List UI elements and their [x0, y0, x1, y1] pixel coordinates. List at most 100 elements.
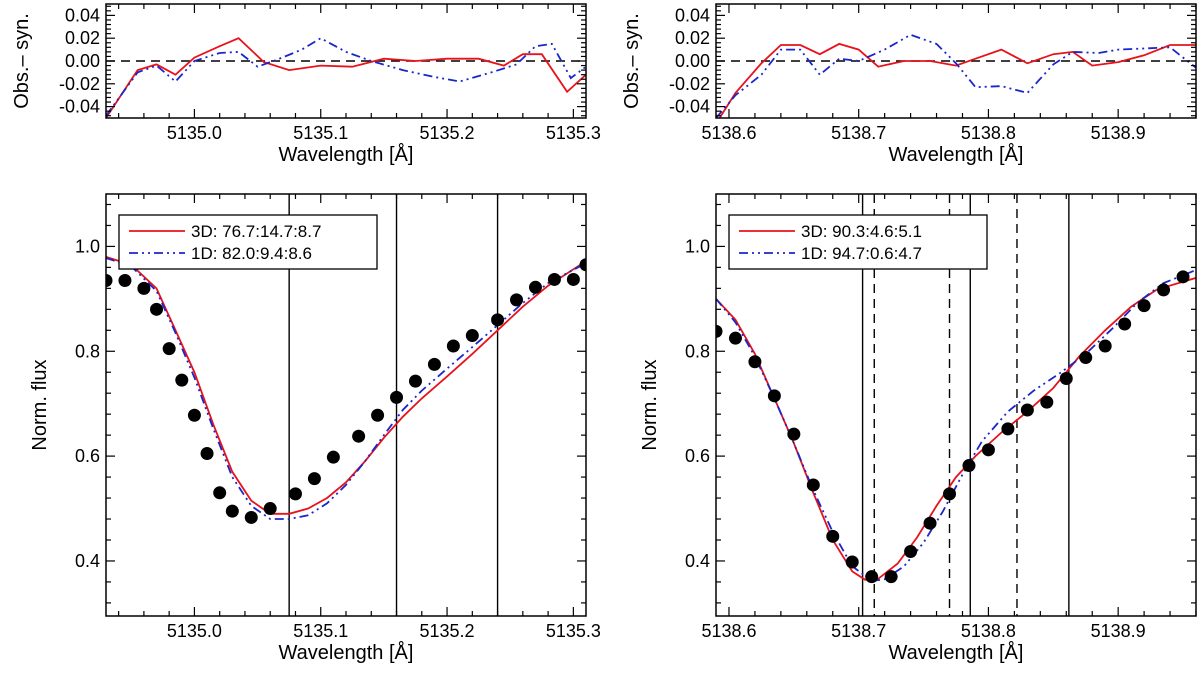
series-1d-line: [716, 269, 1196, 582]
x-tick-label: 5138.8: [961, 621, 1016, 641]
observed-point: [566, 272, 580, 286]
x-axis-label: Wavelength [Å]: [279, 641, 414, 664]
observed-point: [175, 373, 189, 387]
observed-point: [806, 478, 820, 492]
x-tick-label: 5135.0: [167, 621, 222, 641]
x-tick-label: 5135.1: [293, 123, 348, 143]
observed-point: [579, 258, 586, 272]
observed-point: [244, 510, 258, 524]
observed-point: [288, 487, 302, 501]
observed-point: [213, 486, 227, 500]
x-axis-label: Wavelength [Å]: [279, 143, 414, 166]
y-axis-label: Obs.– syn.: [11, 13, 33, 109]
observed-point: [1079, 351, 1093, 365]
observed-point: [865, 570, 879, 584]
observed-point: [137, 281, 151, 295]
observed-point: [787, 427, 801, 441]
x-tick-label: 5138.9: [1091, 621, 1146, 641]
observed-point: [510, 293, 524, 307]
observed-point: [1137, 299, 1151, 313]
legend-label-2: 1D: 82.0:9.4:8.6: [191, 244, 312, 263]
y-tick-label: 0.00: [65, 51, 100, 71]
observed-point: [547, 272, 561, 286]
y-tick-label: 0.6: [75, 446, 100, 466]
x-tick-label: 5138.8: [961, 123, 1016, 143]
y-tick-label: -0.02: [59, 74, 100, 94]
observed-point: [326, 450, 340, 464]
observed-point: [106, 273, 113, 287]
series-3d-line: [106, 37, 586, 118]
observed-point: [187, 408, 201, 422]
x-tick-label: 5135.2: [420, 123, 475, 143]
observed-point: [904, 545, 918, 559]
observed-point: [263, 502, 277, 516]
x-tick-label: 5138.6: [701, 621, 756, 641]
observed-point: [352, 429, 366, 443]
y-axis-label: Norm. flux: [29, 359, 51, 450]
y-tick-label: -0.04: [59, 97, 100, 117]
y-tick-label: 1.0: [75, 236, 100, 256]
y-tick-label: 0.4: [685, 551, 710, 571]
x-tick-label: 5135.3: [546, 621, 601, 641]
observed-point: [1098, 339, 1112, 353]
y-tick-label: 0.8: [685, 341, 710, 361]
legend-box: [728, 214, 988, 270]
observed-point: [981, 443, 995, 457]
y-tick-label: 0.8: [75, 341, 100, 361]
observed-point: [716, 324, 723, 338]
series-1d-line: [716, 33, 1196, 118]
plot-area: [716, 33, 1196, 118]
observed-point: [1001, 422, 1015, 436]
x-tick-label: 5138.6: [701, 123, 756, 143]
chart-bl: 5135.0 5135.1 5135.2 5135.3 0.4 0.6 0.8 1.0 Wave…: [29, 193, 601, 664]
observed-point: [408, 374, 422, 388]
y-tick-label: 0.04: [675, 5, 710, 25]
observed-point: [427, 357, 441, 371]
plot-area: [106, 37, 586, 118]
observed-point: [1118, 317, 1132, 331]
series-3d-line: [716, 277, 1196, 581]
x-axis-label: Wavelength [Å]: [889, 641, 1024, 664]
x-tick-label: 5138.7: [831, 123, 886, 143]
x-tick-label: 5138.9: [1091, 123, 1146, 143]
observed-point: [1157, 283, 1171, 297]
series-1d-line: [106, 37, 586, 117]
observed-point: [923, 516, 937, 530]
plot-area: [716, 194, 1196, 616]
observed-point: [1040, 395, 1054, 409]
observed-point: [528, 280, 542, 294]
observed-point: [200, 446, 214, 460]
y-tick-label: 0.04: [65, 5, 100, 25]
y-tick-label: -0.04: [669, 97, 710, 117]
x-axis-label: Wavelength [Å]: [889, 143, 1024, 166]
y-tick-label: 0.00: [675, 51, 710, 71]
observed-point: [845, 555, 859, 569]
observed-point: [748, 355, 762, 369]
observed-point: [884, 570, 898, 584]
observed-point: [390, 390, 404, 404]
y-tick-label: 0.6: [685, 446, 710, 466]
observed-point: [118, 273, 132, 287]
x-tick-label: 5138.7: [831, 621, 886, 641]
observed-point: [1059, 372, 1073, 386]
observed-point: [162, 342, 176, 356]
legend-box: [118, 214, 378, 270]
y-tick-label: 0.02: [675, 28, 710, 48]
observed-point: [826, 529, 840, 543]
observed-point: [150, 302, 164, 316]
x-tick-label: 5135.3: [546, 123, 601, 143]
observed-point: [962, 459, 976, 473]
observed-point: [728, 331, 742, 345]
observed-point: [446, 339, 460, 353]
legend: 3D: 90.3:4.6:5.1 1D: 94.7:0.6:4.7: [728, 214, 988, 270]
series-1d-line: [106, 257, 586, 520]
observed-point: [1176, 270, 1190, 284]
observed-point: [307, 472, 321, 486]
x-tick-label: 5135.0: [167, 123, 222, 143]
chart-tl: 5135.0 5135.1 5135.2 5135.3 -0.04 -0.02 0.00 0.…: [11, 3, 601, 166]
observed-point: [1020, 403, 1034, 417]
legend: 3D: 76.7:14.7:8.7 1D: 82.0:9.4:8.6: [118, 214, 378, 270]
y-tick-label: 1.0: [685, 236, 710, 256]
legend-label-2: 1D: 94.7:0.6:4.7: [801, 244, 922, 263]
